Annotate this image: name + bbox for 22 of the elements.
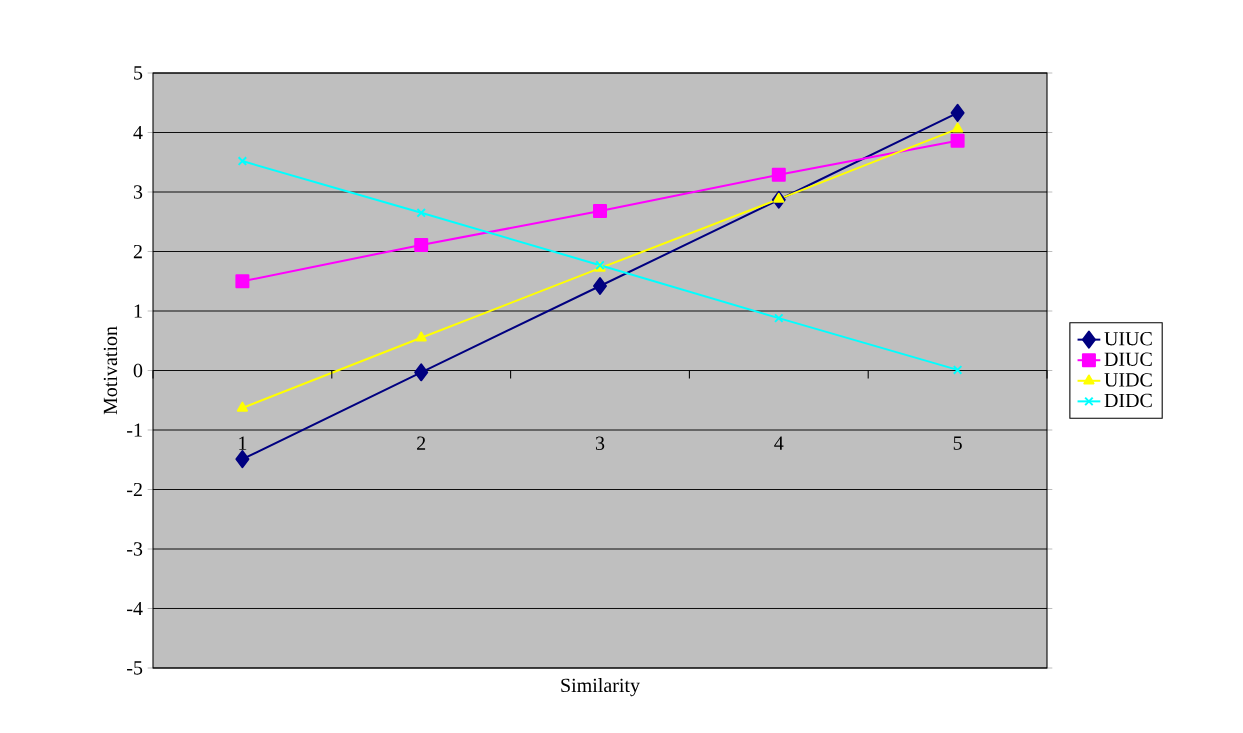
legend-label: UIDC — [1104, 373, 1152, 387]
legend-label: DIDC — [1104, 393, 1152, 408]
x-tick-label: 3 — [595, 436, 605, 450]
x-axis-title: Similarity — [561, 678, 640, 697]
legend-label: UIUC — [1104, 332, 1152, 346]
x-tick-label: 5 — [953, 436, 962, 450]
y-tick-label: -4 — [127, 601, 143, 616]
y-axis-title: Motivation — [103, 326, 118, 415]
y-tick-label: -1 — [127, 423, 142, 437]
legend-label: DIUC — [1104, 352, 1152, 367]
y-tick-label: -5 — [127, 661, 143, 675]
y-tick-label: 2 — [133, 244, 142, 259]
y-tick-label: 4 — [133, 125, 143, 140]
y-tick-label: 5 — [134, 66, 143, 80]
x-tick-label: 2 — [417, 436, 426, 450]
x-tick-label: 4 — [774, 436, 784, 450]
y-tick-label: 3 — [133, 185, 143, 199]
y-tick-label: -3 — [127, 542, 143, 556]
y-tick-label: 1 — [134, 304, 142, 318]
y-tick-label: 0 — [133, 363, 143, 378]
y-tick-label: -2 — [127, 482, 142, 497]
x-tick-label: 1 — [239, 436, 247, 450]
